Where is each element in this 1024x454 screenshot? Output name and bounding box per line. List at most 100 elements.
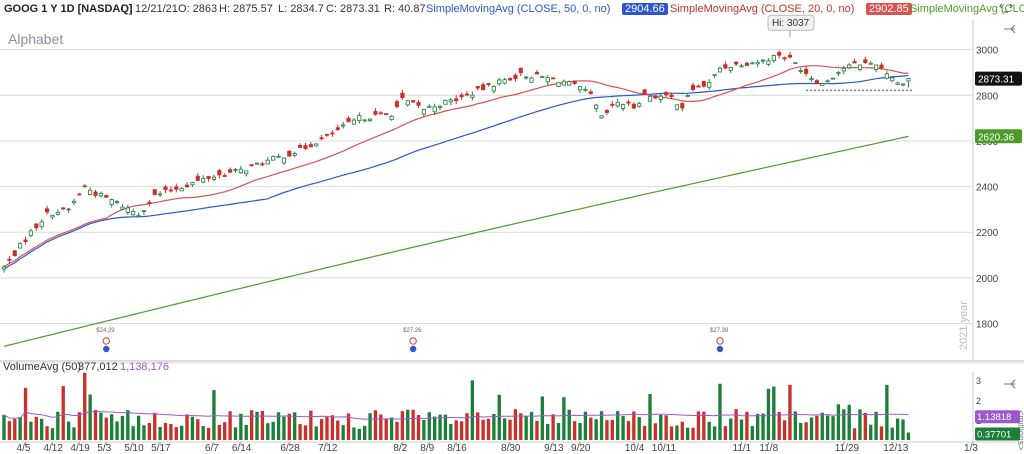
sma50-study-label[interactable]: SimpleMovingAvg (CLOSE, 50, 0, no) [426,3,611,15]
candle-body [421,109,426,115]
volume-bar [788,384,792,440]
candle-body [125,207,130,213]
volume-bar [734,409,738,440]
volume-bar [422,419,426,440]
candle-body [895,82,900,85]
candle-body [44,208,50,213]
volume-bar [45,426,49,440]
candle-body [481,84,486,91]
volume-bar [750,426,754,440]
volume-bar [309,410,313,440]
volume-bar [255,411,259,440]
volume-bar [99,412,103,440]
candle-body [540,76,545,78]
volume-bar [836,404,841,440]
volume-bar [831,416,835,440]
volume-bar [427,412,431,440]
price-tick-label: 1800 [976,319,999,330]
candle-body [836,72,841,75]
candle-body [561,80,566,86]
volume-bar [605,420,609,440]
volume-bar [88,394,92,440]
volume-bar [346,413,351,440]
chart-title: Alphabet [8,31,63,47]
volume-bar [153,412,157,440]
volume-bar [389,417,394,440]
candle-body [308,144,313,148]
volume-bar [659,414,663,440]
candle-body [346,117,351,123]
volume-bar [336,420,340,440]
volume-bar [847,404,851,440]
candle-body [71,200,77,204]
candle-body [739,65,744,68]
candle-body [518,67,523,74]
sma200-study-label[interactable]: SimpleMovingAvg (CLOSE... [910,3,1024,15]
hi-label: Hi: 3037 [772,18,810,29]
volume-bar [136,415,141,440]
volume-bar [476,412,480,440]
time-tick-label: 5/17 [151,443,171,454]
time-tick-label: 8/16 [447,443,467,454]
volume-bar [465,413,469,440]
volume-bar [93,410,98,440]
volume-bar [804,422,808,440]
time-tick-label: 7/12 [318,443,338,454]
volume-bar [874,411,878,440]
volume-bar [729,418,733,440]
price-tick-label: 3000 [976,46,999,57]
volume-bar [869,424,873,440]
range-readout: R: 40.87 [384,3,426,15]
volume-bar [691,427,695,440]
candle-body [626,101,631,104]
volume-bar [454,420,458,440]
sma20-value: 2902.85 [866,3,912,15]
candle-body [260,163,265,166]
volume-bar [406,409,410,440]
symbol-label[interactable]: GOOG 1 Y 1D [NASDAQ] [4,3,133,15]
expand-icon [999,3,1013,13]
volume-bar [648,394,652,440]
candle-body [222,175,227,177]
volume-bar [664,415,668,440]
volume-bar [459,421,464,440]
volume-bar [508,419,512,440]
candle-body [680,103,685,109]
candle-body [534,71,540,75]
volume-bar [723,426,728,440]
candle-body [782,57,787,60]
candle-body [448,99,453,103]
volume-bar [696,411,701,440]
volume-bar [196,419,200,440]
candle-body [900,83,906,86]
candle-body [524,76,529,79]
candle-body [653,95,658,99]
volume-bar [572,421,577,440]
volume-bar [567,409,571,440]
volume-bar [83,372,87,440]
candle-body [798,70,803,72]
volume-bar [632,411,636,440]
earnings-marker-icon [409,345,417,353]
candle-body [491,86,496,92]
volume-bar [492,413,496,440]
price-tag-label: 2620.36 [978,132,1015,143]
volume-bar [707,421,711,440]
sma20-study-label[interactable]: SimpleMovingAvg (CLOSE, 20, 0, no) [670,3,855,15]
candle-body [664,92,669,96]
volume-avg-line [3,411,909,420]
volume-bar [416,414,421,440]
time-tick-label: 6/28 [280,443,300,454]
volume-bar [368,413,372,440]
volume-bar [599,411,604,440]
time-tick-label: 12/13 [883,443,908,454]
candle-body [341,124,346,127]
candle-body [615,101,620,107]
dividend-marker-icon [102,337,111,345]
volume-bar [147,422,152,440]
volume-bar [303,425,308,440]
volume-bar [718,383,722,440]
volume-bar [653,423,658,440]
time-tick-label: 11/8 [759,443,778,454]
volume-bar [470,380,475,440]
